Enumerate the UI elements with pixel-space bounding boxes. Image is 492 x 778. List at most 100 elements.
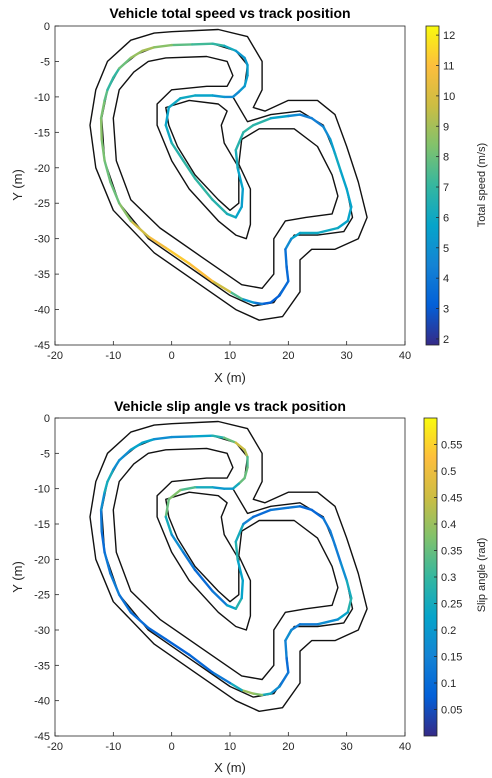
trajectory-segment — [164, 498, 171, 519]
trajectory-segment — [106, 468, 115, 483]
x-tick-labels: -20 -10 0 10 20 30 40 — [47, 732, 411, 753]
trajectory-segment — [228, 681, 243, 692]
x-axis-label: X (m) — [214, 760, 246, 775]
colorbar-tick-label: 7 — [443, 182, 449, 194]
trajectory-segment — [243, 448, 249, 459]
trajectory-segment — [252, 301, 264, 306]
trajectory-segment — [117, 56, 133, 70]
trajectory-segment — [170, 533, 185, 554]
trajectory-segment — [170, 435, 194, 439]
trajectory-segment — [193, 568, 214, 593]
trajectory-segment — [152, 435, 173, 441]
trajectory-segment — [99, 116, 103, 141]
trajectory-segment — [99, 491, 106, 512]
trajectory-segment — [129, 441, 144, 451]
trajectory-segment — [222, 436, 238, 444]
x-axis-label: X (m) — [214, 370, 246, 385]
trajectory-segment — [129, 611, 150, 630]
x-tick-label: -10 — [105, 350, 121, 362]
colorbar-tick-label: 10 — [443, 91, 455, 103]
trajectory-segment — [211, 671, 232, 685]
trajectory-segment — [170, 43, 194, 47]
colorbar-tick-label: 12 — [443, 30, 455, 42]
trajectory-segment — [117, 201, 133, 223]
trajectory-segment — [242, 515, 255, 526]
trajectory-segment — [117, 448, 133, 462]
x-tick-label: 20 — [282, 350, 294, 362]
trajectory-segment — [187, 653, 214, 674]
trajectory-segment — [141, 438, 156, 444]
trajectory-segment — [182, 159, 197, 180]
colorbar-tick-label: 0.35 — [441, 546, 462, 558]
x-tick-label: -10 — [105, 741, 121, 753]
y-tick-label: -5 — [40, 56, 50, 68]
trajectory-segment — [243, 74, 249, 88]
y-tick-label: -10 — [34, 484, 50, 496]
colorbar-tick-label: 0.2 — [441, 625, 456, 637]
trajectory-segment — [211, 434, 226, 439]
trajectory-segment — [310, 508, 325, 520]
trajectory-segment — [211, 280, 232, 293]
colorbar-gradient — [425, 25, 440, 346]
track-line-inner — [112, 447, 339, 681]
trajectory-segment — [290, 623, 302, 632]
trajectory-segment — [260, 301, 272, 306]
slip-trajectory — [99, 434, 353, 697]
y-tick-label: 0 — [44, 413, 50, 425]
y-tick-label: -35 — [34, 660, 50, 672]
trajectory-segment — [252, 692, 264, 697]
colorbar-tick-label: 0.5 — [441, 466, 456, 478]
trajectory-segment — [242, 123, 255, 134]
trajectory-segment — [237, 85, 246, 94]
trajectory-segment — [329, 138, 337, 155]
trajectory-segment — [339, 170, 348, 191]
trajectory-segment — [234, 49, 246, 60]
trajectory-segment — [252, 116, 272, 127]
trajectory-segment — [316, 618, 340, 626]
trajectory-segment — [225, 604, 238, 610]
trajectory-segment — [190, 434, 214, 438]
trajectory-segment — [228, 290, 243, 301]
y-tick-label: -40 — [34, 696, 50, 708]
trajectory-segment — [234, 597, 243, 610]
x-tick-label: 20 — [282, 741, 294, 753]
track-line-infield — [165, 99, 240, 212]
plot-area — [54, 417, 406, 737]
trajectory-segment — [269, 506, 290, 512]
trajectory-segment — [310, 116, 325, 128]
track-line-infield — [165, 491, 240, 603]
trajectory-segment — [278, 280, 290, 297]
colorbar-slip: 0.05 0.1 0.15 0.2 0.25 0.3 0.35 0.4 0.45 0.5 0.55 — [423, 417, 462, 737]
trajectory-segment — [346, 205, 353, 223]
colorbar-tick-label: 0.25 — [441, 599, 462, 611]
trajectory-segment — [284, 639, 288, 660]
trajectory-segment — [298, 113, 313, 120]
trajectory-segment — [112, 67, 121, 79]
y-tick-label: -20 — [34, 554, 50, 566]
y-tick-label: -40 — [34, 305, 50, 317]
trajectory-segment — [243, 56, 249, 67]
trajectory-segment — [240, 688, 255, 695]
colorbar-tick-label: 11 — [443, 60, 454, 72]
trajectory-segment — [345, 187, 353, 209]
colorbar-speed: 2 3 4 5 6 7 8 9 10 11 12 — [425, 25, 455, 346]
x-tick-label: 30 — [341, 350, 353, 362]
trajectory-segment — [237, 476, 246, 485]
y-tick-label: -30 — [34, 625, 50, 637]
chart-title: Vehicle total speed vs track position — [109, 5, 350, 21]
trajectory-segment — [103, 551, 112, 575]
x-tick-label: 40 — [399, 741, 411, 753]
trajectory-segment — [164, 246, 191, 265]
colorbar-tick-label: 0.1 — [441, 678, 456, 690]
trajectory-segment — [287, 113, 302, 118]
trajectory-segment — [112, 459, 121, 471]
colorbar-tick-label: 0.55 — [441, 440, 462, 452]
trajectory-segment — [234, 540, 239, 561]
trajectory-segment — [147, 235, 168, 250]
y-tick-label: -25 — [34, 590, 50, 602]
trajectory-segment — [129, 49, 144, 60]
track-line-outer — [89, 28, 368, 321]
trajectory-segment — [152, 43, 173, 49]
trajectory-segment — [346, 597, 353, 614]
